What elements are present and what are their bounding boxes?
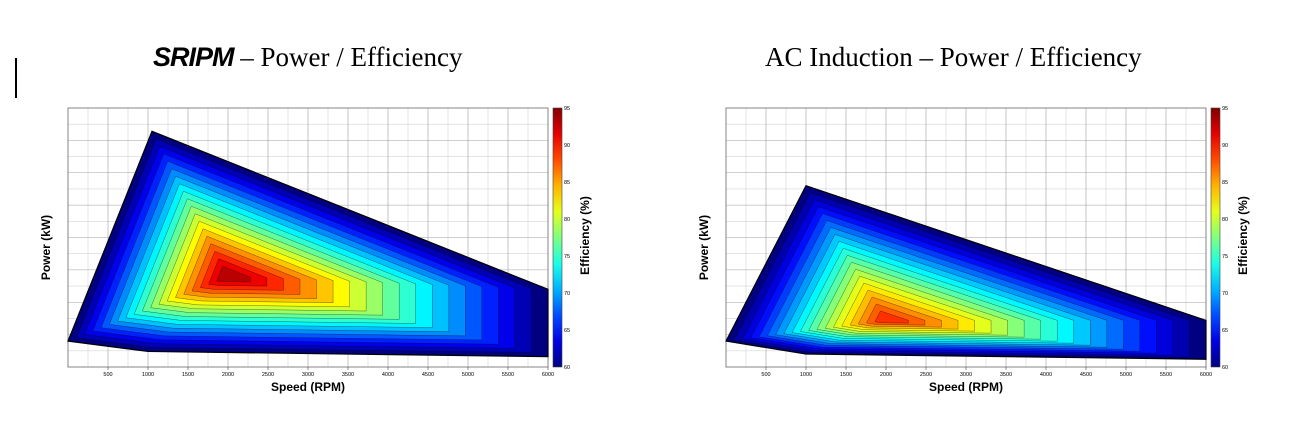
chart-sripm: 500 1000 1500 2000 2500 3000 3500 4000 4500 5000 5…	[39, 106, 592, 394]
colorbar-tick-label: 90	[1222, 143, 1228, 149]
chart-title-sripm: SRIPM – Power / Efficiency	[153, 42, 462, 73]
x-tick-label: 5500	[502, 372, 514, 378]
x-tick-label: 1000	[142, 372, 154, 378]
colorbar-tick-label: 80	[564, 217, 570, 223]
colorbar-tick-label: 95	[1222, 106, 1228, 112]
sripm-brand: SRIPM	[153, 42, 235, 72]
x-tick-label: 5500	[1160, 372, 1172, 378]
text-cursor	[15, 58, 17, 98]
colorbar-tick-label: 85	[564, 180, 570, 186]
efficiency-contour	[874, 310, 909, 324]
colorbar-tick-label: 75	[1222, 254, 1228, 260]
colorbar-tick-label: 65	[1222, 328, 1228, 334]
x-tick-label: 3000	[960, 372, 972, 378]
colorbar-tick-label: 85	[1222, 180, 1228, 186]
x-tick-label: 4500	[1080, 372, 1092, 378]
colorbar-tick-label: 95	[564, 106, 570, 112]
colorbar-tick-label: 75	[564, 254, 570, 260]
y-axis-label: Power (kW)	[39, 215, 53, 280]
colorbar-tick-label: 60	[564, 365, 570, 371]
colorbar	[552, 107, 563, 368]
x-tick-label: 3000	[302, 372, 314, 378]
x-tick-label: 2000	[880, 372, 892, 378]
x-tick-label: 2500	[920, 372, 932, 378]
colorbar-tick-label: 60	[1222, 365, 1228, 371]
x-tick-label: 3500	[1000, 372, 1012, 378]
colorbar-tick-label: 65	[564, 328, 570, 334]
x-tick-label: 2000	[222, 372, 234, 378]
y-axis-label: Power (kW)	[697, 215, 711, 280]
chart-title-sripm-text: – Power / Efficiency	[233, 42, 463, 72]
operating-envelope	[725, 184, 1207, 360]
x-tick-label: 4500	[422, 372, 434, 378]
x-tick-label: 1500	[840, 372, 852, 378]
x-tick-label: 5000	[462, 372, 474, 378]
x-tick-label: 6000	[542, 372, 554, 378]
x-tick-label: 6000	[1200, 372, 1212, 378]
colorbar	[1210, 107, 1221, 368]
x-tick-label: 500	[103, 372, 112, 378]
chart-title-ac-induction: AC Induction – Power / Efficiency	[765, 42, 1142, 72]
colorbar-tick-label: 90	[564, 143, 570, 149]
colorbar-tick-label: 70	[564, 291, 570, 297]
efficiency-bands	[68, 131, 548, 357]
x-tick-label: 1000	[800, 372, 812, 378]
efficiency-bands	[726, 185, 1206, 360]
x-tick-label: 4000	[1040, 372, 1052, 378]
x-tick-label: 1500	[182, 372, 194, 378]
x-tick-label: 500	[761, 372, 770, 378]
x-tick-label: 3500	[342, 372, 354, 378]
x-axis-label: Speed (RPM)	[271, 380, 345, 394]
x-tick-label: 4000	[382, 372, 394, 378]
colorbar-tick-label: 80	[1222, 217, 1228, 223]
colorbar-label: Efficiency (%)	[578, 196, 592, 275]
colorbar-label: Efficiency (%)	[1236, 196, 1250, 275]
operating-envelope	[67, 130, 549, 358]
x-tick-label: 2500	[262, 372, 274, 378]
efficiency-contour	[216, 265, 251, 283]
colorbar-tick-label: 70	[1222, 291, 1228, 297]
chart-ac-induction: 500 1000 1500 2000 2500 3000 3500 4000 4500 5000 5…	[697, 106, 1250, 394]
x-axis-label: Speed (RPM)	[929, 380, 1003, 394]
x-tick-label: 5000	[1120, 372, 1132, 378]
